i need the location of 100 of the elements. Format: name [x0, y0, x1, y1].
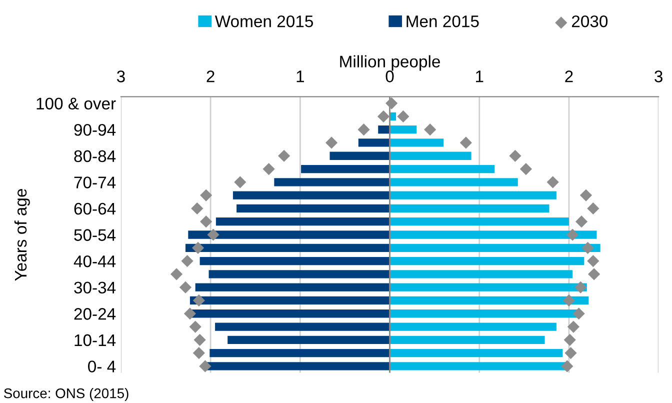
point — [588, 268, 600, 280]
point — [575, 216, 588, 228]
bar — [215, 322, 390, 331]
bar — [390, 164, 495, 174]
point — [564, 334, 576, 346]
y-tick-label: 70-74 — [74, 176, 116, 188]
point — [179, 281, 192, 294]
point — [397, 110, 410, 122]
point — [460, 136, 472, 149]
bar — [216, 218, 390, 226]
point — [562, 294, 576, 307]
point — [572, 308, 585, 320]
y-tick-label: 80-84 — [74, 150, 116, 162]
point — [325, 136, 338, 149]
bar — [274, 178, 390, 186]
point — [377, 110, 390, 122]
point — [200, 216, 212, 228]
bar — [390, 256, 584, 266]
legend-label: Men 2015 — [406, 15, 479, 28]
bar — [390, 322, 556, 331]
bar — [390, 230, 597, 239]
bar — [390, 218, 569, 226]
bar — [390, 336, 545, 344]
point — [520, 162, 532, 176]
bar — [390, 362, 566, 370]
bar — [206, 362, 390, 370]
bar — [390, 178, 518, 186]
bar — [236, 204, 390, 213]
y-tick-label: 20-24 — [74, 308, 116, 320]
y-tick-label: 90-94 — [74, 124, 116, 136]
bar — [185, 244, 390, 252]
point — [192, 347, 205, 360]
y-tick-label: 40-44 — [74, 255, 116, 268]
point — [189, 320, 202, 333]
point — [358, 124, 370, 136]
y-tick-label: 50-54 — [74, 229, 116, 241]
bar — [200, 256, 390, 266]
y-tick-label: 60-64 — [74, 202, 116, 215]
bar — [208, 270, 390, 278]
bar — [210, 348, 390, 358]
point — [587, 254, 600, 268]
bar — [390, 244, 600, 252]
bar — [390, 126, 417, 134]
point — [582, 242, 594, 254]
point — [574, 281, 587, 294]
bar — [330, 152, 390, 160]
x-axis-title: Million people — [340, 55, 440, 71]
point — [192, 242, 204, 254]
bar — [358, 138, 390, 147]
point — [385, 97, 398, 110]
bar — [390, 191, 556, 200]
bar — [190, 296, 390, 305]
bar — [390, 296, 589, 305]
bar — [301, 164, 390, 174]
point — [587, 202, 600, 215]
x-tick-label: 3 — [116, 70, 125, 82]
point — [200, 189, 212, 202]
source-note: Source: ONS (2015) — [4, 388, 128, 401]
bar — [390, 283, 587, 292]
point — [207, 228, 220, 241]
x-tick-label: 3 — [654, 70, 662, 82]
x-tick-label: 2 — [565, 70, 573, 82]
legend-label: Women 2015 — [214, 15, 313, 28]
bar — [390, 348, 563, 358]
x-tick-label: 2 — [206, 70, 214, 82]
bar — [390, 310, 578, 318]
point — [191, 202, 204, 215]
point — [566, 228, 579, 241]
bar — [232, 191, 390, 200]
point — [546, 176, 559, 188]
point — [192, 294, 205, 307]
point — [580, 189, 592, 202]
point — [194, 334, 206, 346]
bar — [390, 204, 550, 213]
bar — [195, 283, 390, 292]
point — [181, 254, 194, 268]
bar — [228, 336, 390, 344]
y-tick-label: 100 & over — [36, 98, 116, 110]
point — [234, 176, 246, 188]
bar — [390, 270, 573, 278]
point — [424, 124, 436, 136]
y-tick-label: 10-14 — [74, 334, 116, 346]
y-tick-label: 30-34 — [74, 282, 116, 294]
point — [278, 150, 290, 162]
point — [564, 347, 577, 360]
x-tick-label: 1 — [476, 70, 484, 82]
point — [509, 150, 522, 162]
point — [567, 320, 580, 333]
x-tick-label: 0 — [386, 70, 394, 82]
bar — [192, 310, 390, 318]
point — [262, 162, 275, 176]
point — [184, 308, 196, 320]
x-tick-label: 1 — [296, 70, 304, 82]
bar — [390, 138, 444, 147]
bar — [390, 152, 472, 160]
y-axis-title: Years of age — [14, 188, 30, 281]
point — [199, 360, 212, 372]
bar — [378, 126, 390, 134]
y-tick-label: 0- 4 — [88, 360, 116, 372]
legend-label: 2030 — [572, 15, 608, 28]
